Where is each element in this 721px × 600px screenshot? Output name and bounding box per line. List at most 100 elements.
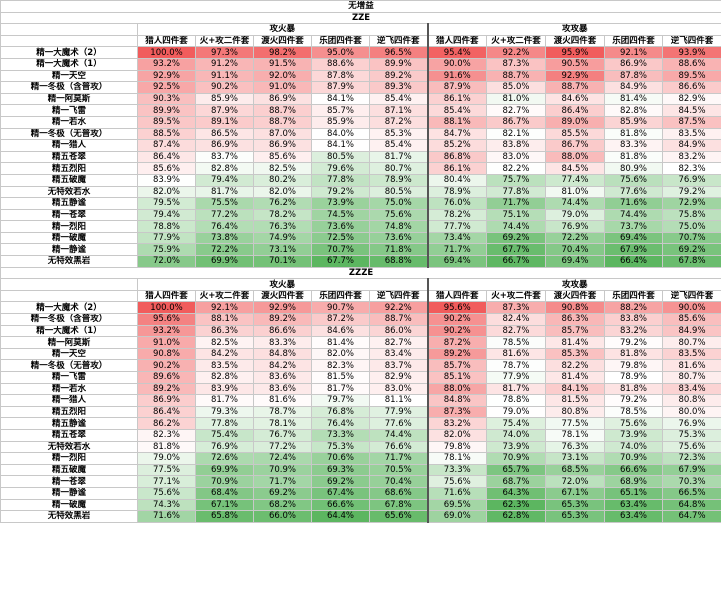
value-cell: 75.3%	[311, 440, 370, 454]
value-cell: 65.7%	[486, 463, 546, 477]
group-header: 攻攻暴	[426, 23, 721, 36]
value-cell: 80.7%	[369, 162, 428, 175]
value-cell: 95.9%	[545, 46, 605, 59]
value-cell: 76.0%	[426, 197, 487, 210]
value-cell: 95.4%	[426, 46, 487, 59]
value-cell: 76.8%	[311, 405, 370, 419]
column-header: 逆飞四件套	[661, 34, 721, 48]
value-cell: 72.5%	[311, 231, 370, 245]
value-cell: 89.9%	[137, 104, 196, 117]
value-cell: 81.7%	[486, 382, 546, 396]
value-cell: 74.4%	[545, 197, 605, 210]
value-cell: 87.8%	[604, 69, 663, 83]
value-cell: 71.7%	[369, 452, 428, 465]
value-cell: 68.7%	[486, 475, 546, 488]
value-cell: 84.7%	[426, 127, 487, 141]
value-cell: 88.7%	[486, 69, 546, 83]
value-cell: 85.7%	[545, 324, 605, 338]
value-cell: 82.2%	[486, 162, 546, 175]
row-label: 无特效黑岩	[0, 255, 138, 268]
row-label: 精一苍翠	[0, 208, 138, 222]
value-cell: 86.4%	[137, 405, 196, 419]
value-cell: 74.0%	[604, 440, 663, 454]
value-cell: 82.5%	[253, 162, 312, 175]
column-header: 逆飞四件套	[661, 289, 721, 303]
value-cell: 62.8%	[486, 510, 546, 523]
value-cell: 81.8%	[604, 347, 663, 361]
value-cell: 73.1%	[253, 243, 312, 257]
row-label: 精一阿莫斯	[0, 336, 138, 349]
value-cell: 67.4%	[311, 486, 370, 500]
value-cell: 68.5%	[545, 463, 605, 477]
value-cell: 72.0%	[545, 475, 605, 488]
table-row: 精一烈阳 79.0% 72.6% 72.4% 70.6% 71.7% 78.1% 70.9% 7…	[0, 452, 721, 465]
value-cell: 81.0%	[486, 92, 546, 106]
value-cell: 84.8%	[253, 347, 312, 361]
value-cell: 78.8%	[486, 394, 546, 407]
value-cell: 82.7%	[369, 336, 428, 349]
value-cell: 90.2%	[426, 324, 487, 338]
value-cell: 75.6%	[604, 173, 663, 187]
value-cell: 83.8%	[604, 313, 663, 326]
value-cell: 79.7%	[311, 394, 370, 407]
value-cell: 68.9%	[604, 475, 663, 488]
value-cell: 76.4%	[195, 220, 254, 233]
table-row: 无特效黑岩 72.0% 69.9% 70.1% 67.7% 68.8% 69.4% 66.7%…	[0, 255, 721, 268]
value-cell: 85.9%	[195, 92, 254, 106]
row-label: 精一猎人	[0, 139, 138, 152]
row-label: 精一烈阳	[0, 452, 138, 465]
value-cell: 84.6%	[545, 92, 605, 106]
corner-cell	[0, 278, 138, 291]
value-cell: 81.5%	[311, 371, 370, 384]
value-cell: 91.0%	[253, 81, 312, 94]
value-cell: 73.9%	[311, 197, 370, 210]
value-cell: 89.2%	[426, 347, 487, 361]
value-cell: 86.4%	[137, 150, 196, 164]
table-row: 无特效若水 81.8% 76.9% 77.2% 75.3% 76.6% 79.8% 73.9%…	[0, 440, 721, 454]
column-header: 乐团四件套	[311, 34, 370, 48]
group-header: 攻攻暴	[426, 278, 721, 291]
value-cell: 87.0%	[253, 127, 312, 141]
value-cell: 77.4%	[545, 173, 605, 187]
value-cell: 70.5%	[369, 463, 428, 477]
value-cell: 77.8%	[486, 185, 546, 199]
value-cell: 88.6%	[311, 57, 370, 71]
value-cell: 92.2%	[369, 301, 428, 315]
value-cell: 68.8%	[369, 255, 428, 268]
value-cell: 82.3%	[137, 428, 196, 442]
table-row: 精五苍翠 82.3% 75.4% 76.7% 73.3% 74.4% 82.0% 74.0% 7…	[0, 428, 721, 442]
value-cell: 73.9%	[486, 440, 546, 454]
value-cell: 84.9%	[661, 139, 721, 152]
value-cell: 66.5%	[661, 486, 721, 500]
value-cell: 89.0%	[545, 115, 605, 129]
value-cell: 82.0%	[253, 185, 312, 199]
value-cell: 81.1%	[369, 394, 428, 407]
table-row: 精五破魔 77.5% 69.9% 70.9% 69.3% 70.5% 73.3% 65.7% 6…	[0, 463, 721, 477]
value-cell: 80.2%	[253, 173, 312, 187]
value-cell: 90.2%	[426, 313, 487, 326]
column-header-row: 猎人四件套 火+攻二件套 渡火四件套 乐团四件套 逆飞四件套 猎人四件套 火+攻二件套 渡火四…	[0, 289, 721, 303]
value-cell: 85.6%	[137, 162, 196, 175]
value-cell: 67.8%	[369, 498, 428, 512]
value-cell: 70.9%	[195, 475, 254, 488]
value-cell: 82.2%	[545, 359, 605, 372]
column-header: 逆飞四件套	[369, 34, 428, 48]
table-row: 精一苍翠 77.1% 70.9% 71.7% 69.2% 70.4% 75.6% 68.7% 7…	[0, 475, 721, 488]
value-cell: 73.6%	[369, 231, 428, 245]
table-row: 精一若水 89.2% 83.9% 83.6% 81.7% 83.0% 88.0% 81.7% 8…	[0, 382, 721, 396]
row-label: 精五苍翠	[0, 428, 138, 442]
value-cell: 88.7%	[545, 81, 605, 94]
value-cell: 75.9%	[137, 243, 196, 257]
value-cell: 69.4%	[545, 255, 605, 268]
table-row: 精一阿莫斯 91.0% 82.5% 83.3% 81.4% 82.7% 87.2% 78.5%…	[0, 336, 721, 349]
value-cell: 89.6%	[137, 371, 196, 384]
value-cell: 82.8%	[195, 371, 254, 384]
value-cell: 69.5%	[426, 498, 487, 512]
value-cell: 72.2%	[545, 231, 605, 245]
value-cell: 76.3%	[545, 440, 605, 454]
value-cell: 70.9%	[486, 452, 546, 465]
row-label: 精一静谧	[0, 486, 138, 500]
row-label: 精一破魔	[0, 498, 138, 512]
value-cell: 85.9%	[604, 115, 663, 129]
value-cell: 98.2%	[253, 46, 312, 59]
